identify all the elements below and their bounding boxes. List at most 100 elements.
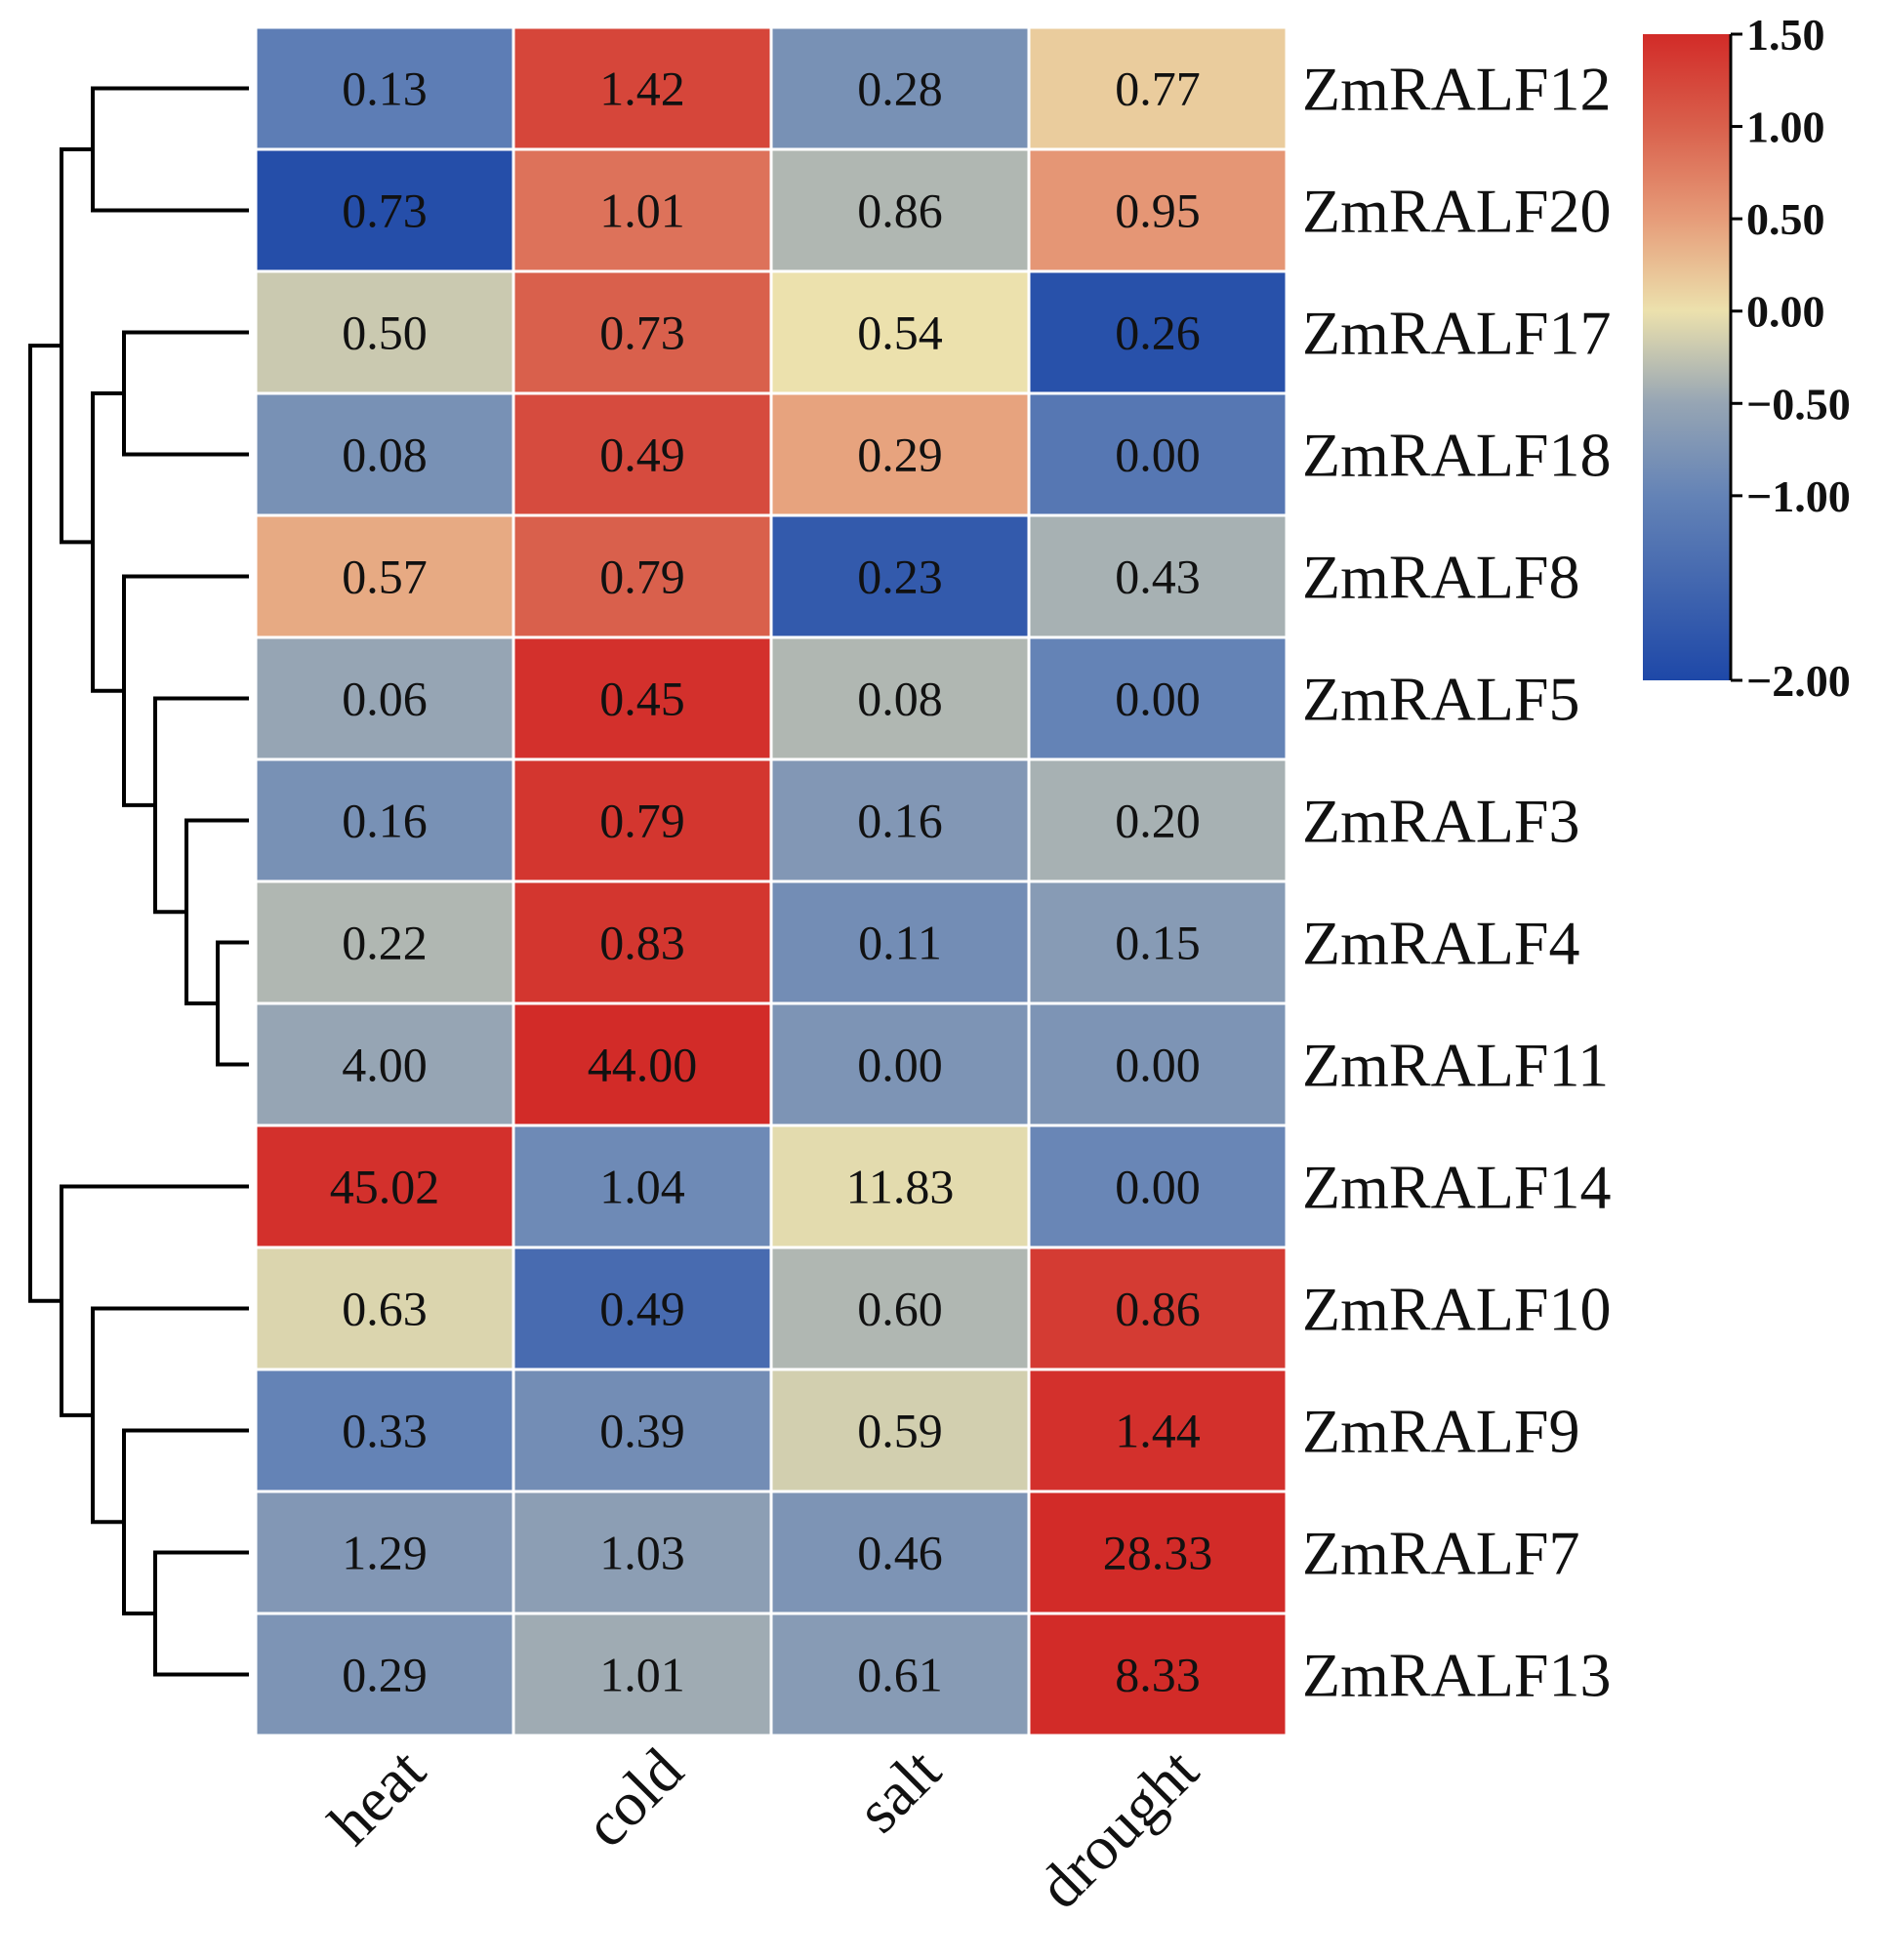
- dendrogram-branch: [122, 574, 249, 807]
- cell-value-label: 0.13: [342, 61, 428, 116]
- cell-value-label: 0.23: [857, 550, 943, 604]
- cell-value-label: 0.86: [1115, 1282, 1201, 1336]
- heatmap-cell: [512, 879, 773, 1005]
- cell-value-label: 0.49: [599, 1282, 685, 1336]
- heatmap-cell: [512, 757, 773, 883]
- heatmap-cell: [254, 1001, 515, 1127]
- cell-value-label: 0.43: [1115, 550, 1201, 604]
- heatmap-cell: [1027, 879, 1289, 1005]
- cell-value-label: 0.63: [342, 1282, 428, 1336]
- heatmap-cell: [512, 147, 773, 273]
- heatmap-cells: 0.13 1.42 0.28 0.77 0.73 1.01 0.86 0.95 0.50 0.73…: [254, 25, 1289, 1737]
- row-label: ZmRALF9: [1302, 1397, 1579, 1466]
- heatmap-cell: [1027, 147, 1289, 273]
- cell-value-label: 0.28: [857, 61, 943, 116]
- heatmap-cell: [254, 757, 515, 883]
- row-label: ZmRALF11: [1302, 1031, 1609, 1100]
- cell-value-label: 0.16: [342, 794, 428, 848]
- cell-value-label: 0.29: [342, 1648, 428, 1702]
- heatmap-cell: [1027, 1368, 1289, 1493]
- cell-value-label: 0.57: [342, 550, 428, 604]
- cell-value-label: 0.79: [599, 794, 685, 848]
- row-label: ZmRALF7: [1302, 1519, 1579, 1588]
- dendrogram-branch: [122, 330, 249, 457]
- row-label: ZmRALF3: [1302, 787, 1579, 856]
- heatmap-cell: [1027, 757, 1289, 883]
- cell-value-label: 45.02: [330, 1160, 440, 1214]
- heatmap-cell: [254, 391, 515, 517]
- heatmap-cell: [254, 1612, 515, 1737]
- colorbar-tick-label: −1.00: [1746, 471, 1851, 521]
- heatmap-cell: [254, 1123, 515, 1249]
- cell-value-label: 0.73: [342, 184, 428, 238]
- heatmap-cell: [769, 269, 1031, 395]
- dendrogram-branch: [153, 696, 249, 915]
- dendrogram-branch: [60, 147, 93, 545]
- row-label: ZmRALF4: [1302, 909, 1579, 978]
- cell-value-label: 0.50: [342, 306, 428, 360]
- cell-value-label: 0.00: [1115, 428, 1201, 482]
- cell-value-label: 0.59: [857, 1404, 943, 1458]
- heatmap-cell: [512, 25, 773, 151]
- cell-value-label: 0.00: [1115, 1160, 1201, 1214]
- cell-value-label: 0.61: [857, 1648, 943, 1702]
- cell-value-label: 0.49: [599, 428, 685, 482]
- heatmap-cell: [769, 391, 1031, 517]
- row-label: ZmRALF14: [1302, 1153, 1611, 1222]
- cell-value-label: 0.60: [857, 1282, 943, 1336]
- cell-value-label: 1.42: [599, 61, 685, 116]
- cell-value-label: 0.16: [857, 794, 943, 848]
- cell-value-label: 1.44: [1115, 1404, 1201, 1458]
- column-label: salt: [843, 1735, 954, 1846]
- cell-value-label: 0.46: [857, 1526, 943, 1580]
- row-labels: ZmRALF12 ZmRALF20 ZmRALF17 ZmRALF18 ZmRALF8 Z…: [1302, 55, 1611, 1710]
- heatmap-cell: [254, 879, 515, 1005]
- cell-value-label: 0.00: [1115, 1038, 1201, 1092]
- cell-value-label: 0.77: [1115, 61, 1201, 116]
- colorbar-tick-label: 1.50: [1746, 10, 1825, 60]
- heatmap-cell: [769, 757, 1031, 883]
- heatmap-cell: [512, 391, 773, 517]
- dendrogram-branch: [153, 1550, 249, 1677]
- heatmap-cell: [512, 1123, 773, 1249]
- colorbar-tick-label: 0.00: [1746, 287, 1825, 337]
- cell-value-label: 0.00: [1115, 672, 1201, 726]
- cell-value-label: 1.01: [599, 184, 685, 238]
- colorbar: 1.50 1.00 0.50 0.00 −0.50 −1.00 −2.00: [1643, 10, 1851, 706]
- colorbar-tick-label: −0.50: [1746, 379, 1851, 429]
- column-labels: heat cold salt drought: [315, 1735, 1211, 1922]
- cell-value-label: 1.03: [599, 1526, 685, 1580]
- heatmap-cell: [1027, 635, 1289, 761]
- cell-value-label: 0.06: [342, 672, 428, 726]
- cell-value-label: 1.29: [342, 1526, 428, 1580]
- column-label: heat: [315, 1735, 438, 1858]
- dendrogram-branch: [60, 1184, 249, 1417]
- colorbar-tick-label: 1.00: [1746, 102, 1825, 152]
- heatmap-cell: [512, 1001, 773, 1127]
- cell-value-label: 0.26: [1115, 306, 1201, 360]
- cell-value-label: 0.33: [342, 1404, 428, 1458]
- cell-value-label: 0.79: [599, 550, 685, 604]
- cell-value-label: 0.95: [1115, 184, 1201, 238]
- cell-value-label: 11.83: [846, 1160, 955, 1214]
- cell-value-label: 0.08: [342, 428, 428, 482]
- cell-value-label: 28.33: [1103, 1526, 1213, 1580]
- heatmap-cell: [512, 513, 773, 639]
- heatmap-cell: [254, 269, 515, 395]
- row-label: ZmRALF17: [1302, 299, 1611, 368]
- heatmap-cell: [1027, 1490, 1289, 1615]
- cell-value-label: 4.00: [342, 1038, 428, 1092]
- heatmap-cell: [1027, 1245, 1289, 1371]
- cell-value-label: 0.83: [599, 916, 685, 970]
- cell-value-label: 1.04: [599, 1160, 685, 1214]
- dendrogram-branch: [91, 391, 124, 693]
- row-label: ZmRALF18: [1302, 421, 1611, 490]
- dendrogram-branch: [91, 86, 249, 213]
- colorbar-tick-label: −2.00: [1746, 656, 1851, 706]
- row-label: ZmRALF8: [1302, 543, 1579, 612]
- dendrogram-branch: [91, 1306, 249, 1525]
- row-dendrogram: [28, 86, 249, 1677]
- dendrogram-branch: [122, 1428, 249, 1615]
- heatmap-cell: [1027, 1612, 1289, 1737]
